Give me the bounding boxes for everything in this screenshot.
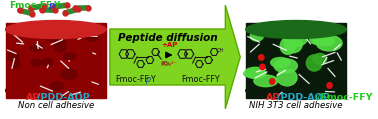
Text: +AP: +AP (161, 42, 177, 48)
Ellipse shape (280, 38, 295, 54)
Text: Y: Y (53, 1, 59, 10)
Circle shape (327, 83, 332, 88)
Text: NIH 3T3 cell adhesive: NIH 3T3 cell adhesive (249, 102, 343, 111)
Circle shape (259, 55, 264, 60)
Ellipse shape (8, 52, 19, 61)
Bar (246, 22, 346, 97)
Text: Fmoc-FF: Fmoc-FF (9, 1, 52, 10)
Ellipse shape (86, 35, 98, 41)
Ellipse shape (309, 30, 324, 44)
Text: PO₄: PO₄ (161, 61, 170, 66)
Ellipse shape (250, 31, 263, 41)
Ellipse shape (245, 67, 266, 78)
Ellipse shape (31, 60, 41, 66)
Circle shape (260, 64, 265, 70)
Text: AP: AP (26, 92, 40, 102)
Text: p: p (146, 74, 150, 84)
Text: Non cell adhesive: Non cell adhesive (18, 102, 94, 111)
Ellipse shape (6, 82, 106, 99)
Ellipse shape (87, 32, 96, 38)
Ellipse shape (45, 34, 60, 41)
Text: Peptide diffusion: Peptide diffusion (118, 33, 217, 43)
Ellipse shape (246, 20, 346, 39)
Ellipse shape (61, 69, 77, 79)
Ellipse shape (42, 58, 53, 66)
Ellipse shape (54, 39, 65, 46)
Text: Y: Y (150, 74, 155, 84)
Text: /Fmoc-FFY: /Fmoc-FFY (316, 92, 372, 102)
Circle shape (316, 28, 321, 34)
Text: Fmoc-FFY: Fmoc-FFY (181, 74, 220, 84)
Text: PO₄²⁻: PO₄²⁻ (161, 62, 177, 67)
Ellipse shape (6, 20, 106, 39)
Ellipse shape (284, 36, 302, 53)
Ellipse shape (277, 69, 297, 86)
Text: /PDD-AOP: /PDD-AOP (37, 92, 90, 102)
Text: AP: AP (266, 92, 281, 102)
Ellipse shape (50, 82, 64, 90)
Ellipse shape (306, 55, 322, 71)
Text: /PDD-AOP: /PDD-AOP (277, 92, 330, 102)
Circle shape (270, 79, 275, 84)
Polygon shape (110, 5, 240, 109)
Text: p: p (48, 1, 55, 10)
Ellipse shape (12, 59, 20, 68)
Ellipse shape (246, 82, 346, 99)
Ellipse shape (274, 59, 297, 73)
Ellipse shape (313, 53, 327, 64)
Ellipse shape (271, 57, 290, 68)
Text: OH: OH (217, 48, 225, 53)
Circle shape (276, 30, 281, 36)
Bar (6, 22, 106, 97)
Ellipse shape (313, 35, 335, 46)
Text: Fmoc-FF: Fmoc-FF (115, 74, 149, 84)
Ellipse shape (64, 53, 76, 60)
Ellipse shape (244, 70, 266, 78)
Ellipse shape (283, 31, 307, 47)
Ellipse shape (55, 42, 66, 52)
Ellipse shape (36, 27, 56, 38)
Ellipse shape (30, 45, 43, 51)
Ellipse shape (316, 35, 342, 51)
Ellipse shape (254, 75, 278, 87)
